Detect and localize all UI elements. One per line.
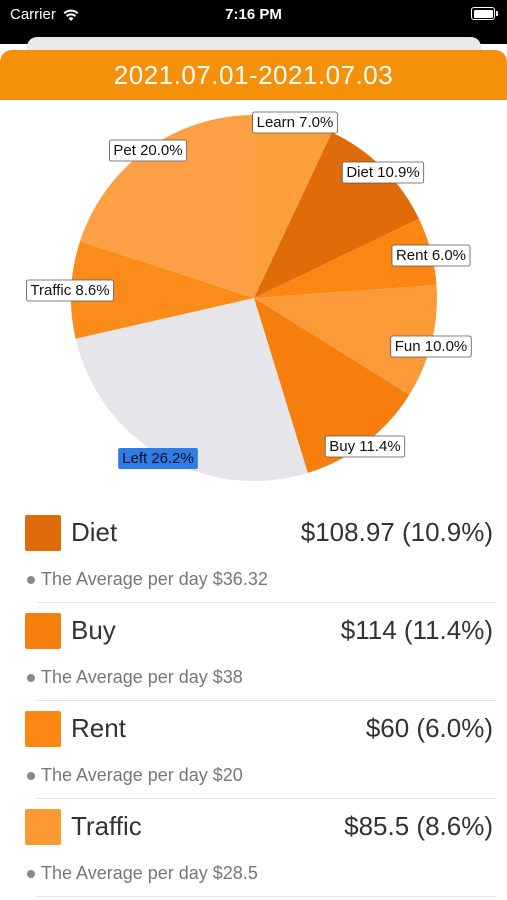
bullet-icon [27, 576, 35, 585]
divider [37, 896, 496, 897]
pie-slice-learn[interactable] [254, 115, 332, 298]
category-row-buy[interactable]: Buy $114 (11.4%) The Average per day $38 [22, 603, 496, 701]
svg-text:Fun 10.0%: Fun 10.0% [395, 338, 468, 355]
category-amount: $85.5 (8.6%) [344, 811, 493, 841]
divider [37, 798, 496, 799]
category-name: Diet [71, 517, 118, 547]
svg-text:Buy 11.4%: Buy 11.4% [329, 438, 400, 455]
svg-text:Rent 6.0%: Rent 6.0% [396, 247, 466, 264]
daily-average: The Average per day $36.32 [27, 569, 268, 590]
pie-slice-traffic[interactable] [70, 241, 254, 339]
pie-label-rent: Rent 6.0% [391, 244, 471, 267]
pie-label-fun: Fun 10.0% [390, 335, 472, 358]
category-amount: $114 (11.4%) [340, 615, 493, 645]
category-name: Rent [71, 713, 126, 743]
date-range-title: 2021.07.01-2021.07.03 [113, 59, 394, 90]
pie-slice-left[interactable] [75, 298, 308, 481]
svg-text:Traffic 8.6%: Traffic 8.6% [30, 282, 109, 299]
daily-average: The Average per day $28.5 [27, 863, 258, 884]
pie-label-diet: Diet 10.9% [341, 161, 425, 184]
svg-text:Learn 7.0%: Learn 7.0% [257, 114, 334, 131]
svg-text:Left 26.2%: Left 26.2% [122, 450, 194, 467]
category-amount: $60 (6.0%) [365, 713, 493, 743]
category-name: Traffic [71, 811, 142, 841]
wifi-icon [63, 9, 79, 21]
color-swatch [25, 613, 61, 649]
pie-slice-buy[interactable] [254, 298, 410, 473]
category-name: Buy [71, 615, 116, 645]
bullet-icon [27, 772, 35, 781]
svg-text:Diet 10.9%: Diet 10.9% [346, 164, 419, 181]
pie-slice-rent[interactable] [254, 218, 437, 298]
date-range-header: 2021.07.01-2021.07.03 [0, 50, 507, 100]
pie-chart[interactable]: Learn 7.0% Diet 10.9% Rent 6.0% Fun 10.0% Bu… [0, 100, 507, 495]
category-row-traffic[interactable]: Traffic $85.5 (8.6%) The Average per day… [22, 799, 496, 897]
daily-average: The Average per day $20 [27, 765, 243, 786]
color-swatch [25, 809, 61, 845]
pie-slice-fun[interactable] [254, 285, 438, 395]
status-bar: Carrier 7:16 PM [0, 0, 507, 44]
category-list: Diet $108.97 (10.9%) The Average per day… [22, 505, 496, 897]
pie-label-buy: Buy 11.4% [324, 435, 406, 458]
pie-label-pet: Pet 20.0% [108, 139, 188, 162]
svg-text:Pet 20.0%: Pet 20.0% [113, 142, 182, 159]
carrier-label: Carrier [10, 6, 56, 23]
battery-icon [471, 7, 498, 20]
status-time: 7:16 PM [225, 6, 282, 23]
bullet-icon [27, 674, 35, 683]
divider [37, 602, 496, 603]
category-row-diet[interactable]: Diet $108.97 (10.9%) The Average per day… [22, 505, 496, 603]
bullet-icon [27, 870, 35, 879]
pie-label-traffic: Traffic 8.6% [25, 279, 115, 302]
status-left: Carrier [10, 6, 80, 23]
divider [37, 700, 496, 701]
color-swatch [25, 515, 61, 551]
pie-slice-pet[interactable] [80, 115, 254, 298]
daily-average: The Average per day $38 [27, 667, 243, 688]
color-swatch [25, 711, 61, 747]
category-amount: $108.97 (10.9%) [300, 517, 493, 547]
category-row-rent[interactable]: Rent $60 (6.0%) The Average per day $20 [22, 701, 496, 799]
pie-label-left: Left 26.2% [118, 448, 198, 469]
pie-label-learn: Learn 7.0% [252, 111, 338, 134]
